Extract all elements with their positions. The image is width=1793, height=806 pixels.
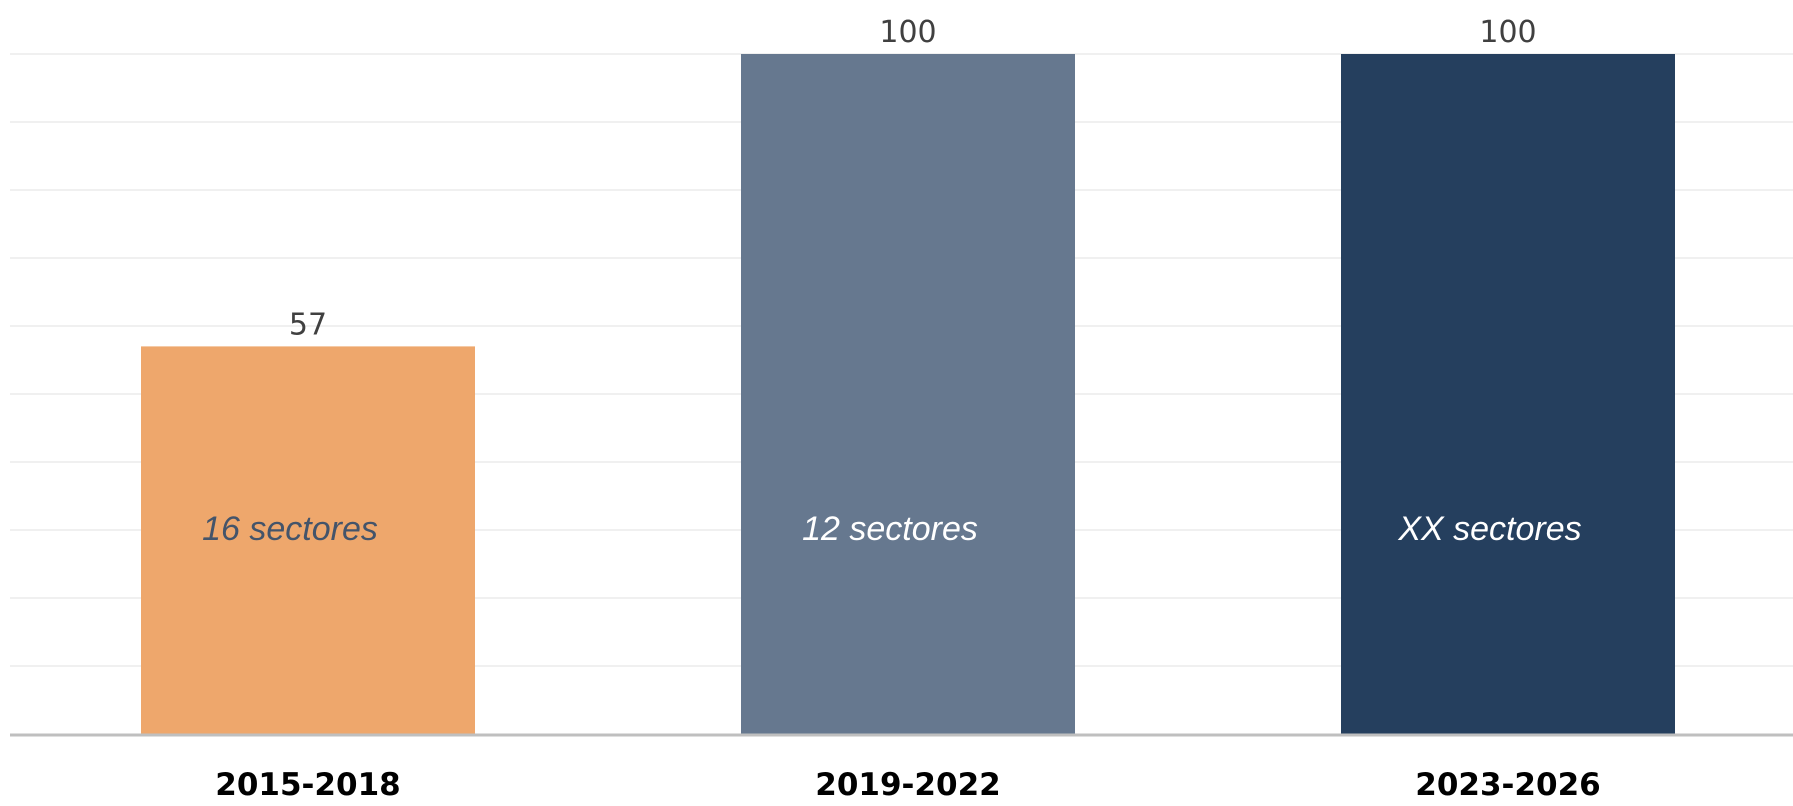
bar-2019-2022 [741, 54, 1075, 734]
data-label: 100 [879, 15, 936, 50]
bar-annotation: 16 sectores [202, 510, 378, 548]
category-label: 2015-2018 [215, 767, 400, 801]
category-label: 2023-2026 [1415, 767, 1600, 801]
bar-2023-2026 [1341, 54, 1675, 734]
data-label: 57 [289, 307, 327, 342]
bar-annotation: 12 sectores [802, 510, 978, 548]
bar-2015-2018 [141, 346, 475, 734]
bar-annotation: XX sectores [1397, 510, 1581, 548]
data-label: 100 [1479, 15, 1536, 50]
category-label: 2019-2022 [815, 767, 1000, 801]
